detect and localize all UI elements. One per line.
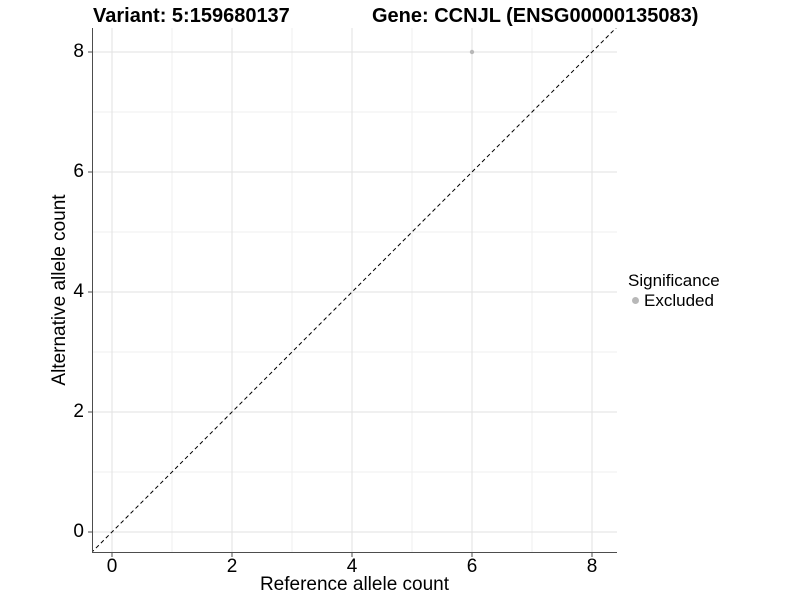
- legend-entry-label: Excluded: [644, 291, 714, 310]
- x-axis-title: Reference allele count: [259, 574, 450, 595]
- y-tick-label: 0: [73, 521, 84, 542]
- x-tick-label: 4: [346, 556, 358, 577]
- x-tick-label: 8: [586, 556, 598, 577]
- y-tick-label: 6: [73, 161, 84, 182]
- legend-entry-excluded: Excluded: [628, 291, 720, 310]
- x-tick-label: 2: [226, 556, 238, 577]
- plot-title-gene: Gene: CCNJL (ENSG00000135083): [372, 5, 699, 27]
- identity-dashed-line: [92, 28, 617, 553]
- data-point: [469, 49, 475, 55]
- legend-title: Significance: [628, 271, 720, 290]
- x-tick-label: 6: [466, 556, 478, 577]
- legend-point-icon: [632, 297, 639, 304]
- plot-title-variant: Variant: 5:159680137: [93, 5, 290, 27]
- plot-panel: [88, 28, 617, 557]
- legend: Significance Excluded: [628, 271, 720, 310]
- y-axis-title: Alternative allele count: [49, 194, 70, 386]
- y-tick-label: 4: [73, 281, 84, 302]
- y-tick-label: 2: [73, 401, 84, 422]
- x-tick-label: 0: [106, 556, 118, 577]
- y-tick-label: 8: [73, 41, 84, 62]
